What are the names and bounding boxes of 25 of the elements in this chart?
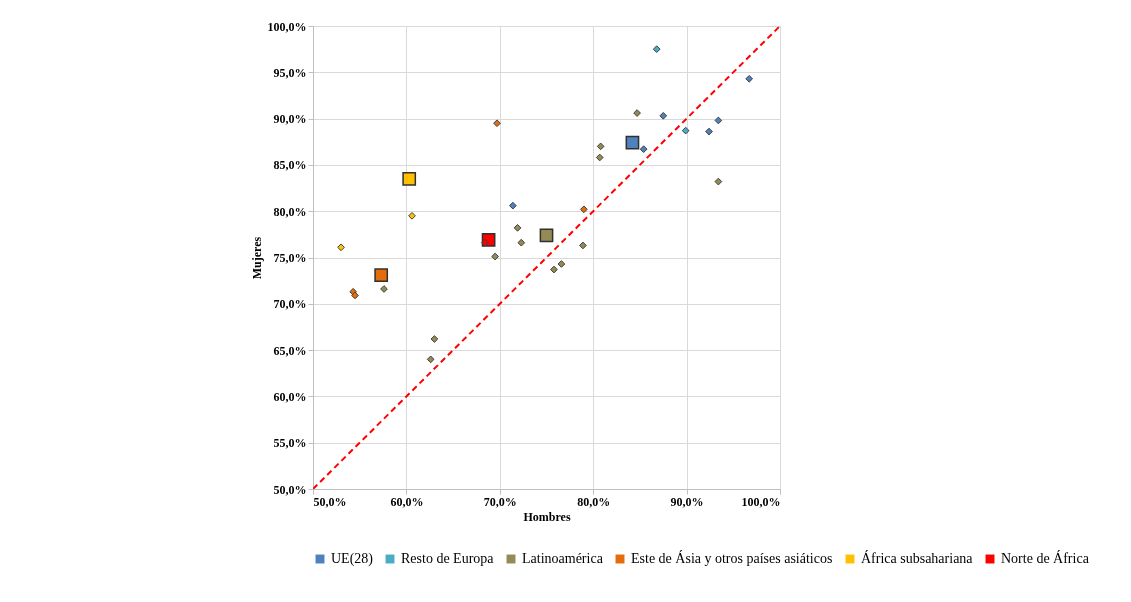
legend-label: Norte de África bbox=[1001, 550, 1090, 566]
legend-label: Resto de Europa bbox=[401, 551, 495, 566]
x-tick-label: 50,0% bbox=[313, 494, 347, 509]
y-tick-label: 90,0% bbox=[273, 112, 307, 127]
y-tick-label: 75,0% bbox=[273, 251, 307, 265]
y-tick-label: 85,0% bbox=[273, 158, 307, 173]
x-tick-label: 80,0% bbox=[577, 494, 611, 509]
y-axis-title: Mujeres bbox=[249, 236, 264, 280]
y-tick-label: 55,0% bbox=[273, 436, 307, 451]
y-tick-label: 50,0% bbox=[273, 482, 307, 497]
x-tick-label: 100,0% bbox=[741, 494, 781, 509]
x-tick-label: 70,0% bbox=[483, 494, 517, 509]
y-tick-label: 65,0% bbox=[273, 343, 307, 358]
y-tick-label: 70,0% bbox=[273, 297, 307, 312]
y-tick-label: 100,0% bbox=[267, 19, 307, 34]
legend-label: África subsahariana bbox=[861, 550, 974, 566]
legend-label: Latinoamérica bbox=[522, 551, 604, 566]
x-tick-label: 60,0% bbox=[390, 494, 424, 509]
y-tick-label: 60,0% bbox=[273, 389, 307, 404]
x-axis-title: Hombres bbox=[523, 509, 571, 524]
legend-label: UE(28) bbox=[331, 551, 374, 567]
y-tick-label: 95,0% bbox=[273, 65, 307, 80]
y-tick-label: 80,0% bbox=[273, 204, 307, 219]
legend-label: Este de Ásia y otros países asiáticos bbox=[631, 550, 833, 566]
x-tick-label: 90,0% bbox=[670, 494, 704, 509]
